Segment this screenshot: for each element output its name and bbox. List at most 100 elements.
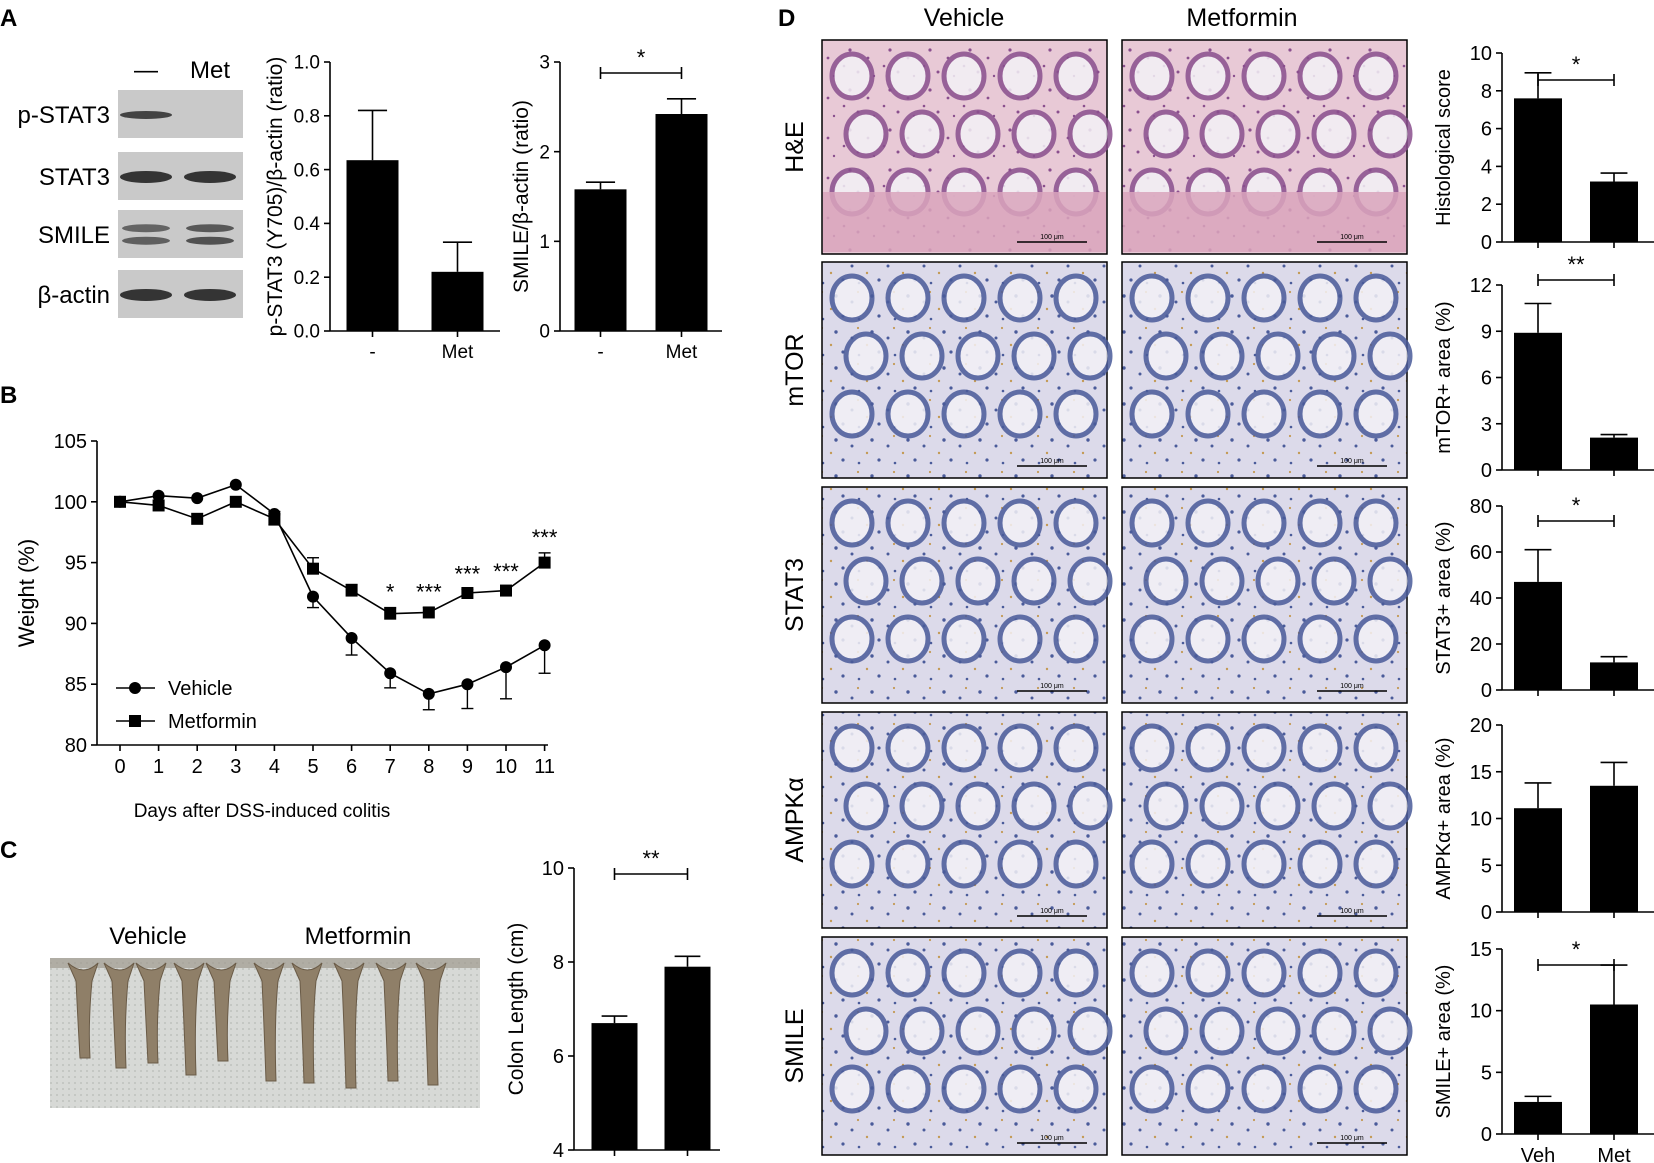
x-tick-label: 5 — [307, 756, 318, 778]
y-tick-label: 12 — [1470, 275, 1492, 297]
y-tick-label: 6 — [1481, 368, 1492, 390]
gland — [1053, 839, 1099, 889]
gland — [885, 839, 931, 889]
micrograph-2-0: 100 μm — [821, 486, 1113, 704]
gland — [941, 1064, 987, 1114]
bar — [664, 966, 711, 1150]
gland — [1241, 51, 1287, 101]
photo-label-vehicle: Vehicle — [109, 923, 186, 950]
gland — [1241, 273, 1287, 323]
significance-label: * — [1572, 493, 1581, 518]
gland — [1297, 273, 1343, 323]
blot-band — [122, 236, 170, 245]
gland — [1311, 331, 1357, 381]
y-tick-label: 100 — [54, 492, 87, 514]
blot-row-label: SMILE — [38, 222, 110, 249]
gland — [899, 331, 945, 381]
micrograph-grid: 100 μm 100 μm H&E 100 μm 100 μm mTOR 100 μm 100… — [781, 39, 1413, 1156]
gland — [997, 948, 1043, 998]
scale-bar-label: 100 μm — [1340, 1135, 1364, 1142]
gland — [1297, 1064, 1343, 1114]
gland — [1297, 948, 1343, 998]
x-tick-label: 0 — [114, 756, 125, 778]
gland — [829, 51, 875, 101]
point-vehicle — [307, 590, 319, 603]
gland — [1053, 614, 1099, 664]
bar — [1514, 808, 1562, 912]
gland — [1297, 614, 1343, 664]
scale-bar-label: 100 μm — [1340, 234, 1364, 241]
gland — [941, 614, 987, 664]
significance-label: *** — [416, 580, 442, 605]
lane-label: — — [134, 57, 158, 84]
gland — [1353, 614, 1399, 664]
gland — [829, 614, 875, 664]
blot-band — [184, 288, 236, 301]
y-tick-label: 0 — [1481, 902, 1492, 924]
gland — [1255, 331, 1301, 381]
gland — [829, 948, 875, 998]
panel-label-d: D — [778, 5, 795, 32]
gland — [1067, 1006, 1113, 1056]
bar — [1514, 332, 1562, 470]
gland — [997, 614, 1043, 664]
micrograph-4-0: 100 μm — [821, 936, 1113, 1156]
gland — [1297, 723, 1343, 773]
gland — [1297, 51, 1343, 101]
colon-specimen — [333, 962, 365, 1089]
gland — [1255, 1006, 1301, 1056]
gland — [1367, 556, 1413, 606]
y-tick-label: 80 — [65, 735, 87, 757]
gland — [1143, 109, 1189, 159]
column-label-metformin: Metformin — [1186, 4, 1297, 32]
y-tick-label: 4 — [553, 1140, 564, 1162]
x-tick-label: 7 — [385, 756, 396, 778]
micrograph-3-1: 100 μm — [1121, 711, 1413, 929]
gland — [941, 723, 987, 773]
colon-specimen — [173, 962, 205, 1076]
gland — [1353, 723, 1399, 773]
bar — [1590, 785, 1638, 912]
x-tick-label: 10 — [495, 756, 517, 778]
gland — [1185, 948, 1231, 998]
colon-specimen — [135, 962, 167, 1064]
photo-label-metformin: Metformin — [305, 923, 412, 950]
blot-strip — [118, 210, 243, 258]
significance-label: ** — [1567, 252, 1585, 277]
y-axis-label: Colon Length (cm) — [505, 923, 528, 1096]
x-tick-label: Veh — [1521, 1145, 1555, 1163]
y-tick-label: 95 — [65, 553, 87, 575]
y-tick-label: 0 — [1481, 1124, 1492, 1146]
gland — [1129, 389, 1175, 439]
y-tick-label: 10 — [1470, 809, 1492, 831]
gland — [1241, 839, 1287, 889]
significance-label: ** — [642, 846, 660, 871]
point-vehicle — [229, 478, 242, 491]
legend-label: Metformin — [168, 711, 257, 733]
gland — [1297, 389, 1343, 439]
point-metformin — [307, 562, 319, 575]
chart-d-4: 0 5 10 15 Veh Met * SMILE+ area (%) — [1433, 937, 1654, 1163]
legend-marker-vehicle — [129, 682, 141, 694]
significance-label: * — [1572, 937, 1581, 962]
y-axis-label: STAT3+ area (%) — [1433, 521, 1455, 674]
micrograph-1-1: 100 μm — [1121, 261, 1413, 479]
gland — [1053, 51, 1099, 101]
y-tick-label: 0 — [1481, 232, 1492, 254]
blot-band — [184, 170, 236, 183]
legend-marker-metformin — [129, 715, 141, 727]
bar — [1514, 581, 1562, 690]
bar — [346, 160, 399, 331]
colon-photo — [50, 958, 480, 1108]
gland — [1199, 1006, 1245, 1056]
gland — [1353, 948, 1399, 998]
gland — [1353, 51, 1399, 101]
gland — [1185, 614, 1231, 664]
gland — [1129, 614, 1175, 664]
scale-bar-label: 100 μm — [1040, 908, 1064, 915]
gland — [1143, 331, 1189, 381]
gland — [941, 498, 987, 548]
significance-label: * — [637, 45, 646, 70]
significance-label: * — [386, 580, 395, 605]
